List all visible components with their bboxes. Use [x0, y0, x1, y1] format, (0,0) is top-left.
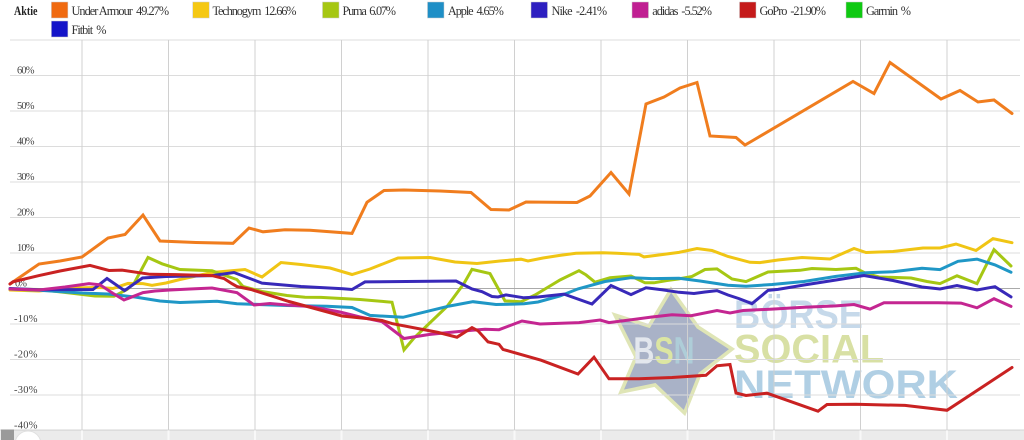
svg-text:adidas -5.52%: adidas -5.52%: [652, 4, 712, 18]
svg-text:0%: 0%: [15, 279, 27, 290]
svg-text:Aktie: Aktie: [14, 4, 38, 18]
svg-text:50%: 50%: [17, 101, 35, 112]
svg-text:NETWORK: NETWORK: [734, 363, 958, 407]
svg-text:10%: 10%: [17, 243, 35, 254]
svg-text:Garmin %: Garmin %: [866, 4, 911, 18]
svg-text:-30%: -30%: [14, 385, 38, 396]
svg-text:Technogym 12.66%: Technogym 12.66%: [213, 4, 297, 18]
svg-text:-20%: -20%: [14, 350, 38, 361]
svg-text:30%: 30%: [17, 172, 35, 183]
svg-text:Nike -2.41%: Nike -2.41%: [552, 4, 608, 18]
svg-text:40%: 40%: [17, 137, 35, 148]
svg-text:Under Armour 49.27%: Under Armour 49.27%: [72, 4, 170, 18]
svg-text:Puma 6.07%: Puma 6.07%: [343, 4, 397, 18]
svg-text:20%: 20%: [17, 208, 35, 219]
svg-text:60%: 60%: [17, 66, 35, 77]
svg-text:Fitbit %: Fitbit %: [72, 23, 107, 37]
svg-text:Apple 4.65%: Apple 4.65%: [448, 4, 504, 18]
svg-text:-40%: -40%: [14, 421, 38, 432]
svg-text:SOCIAL: SOCIAL: [734, 328, 884, 372]
svg-text:GoPro -21.90%: GoPro -21.90%: [760, 4, 827, 18]
svg-text:-10%: -10%: [14, 314, 38, 325]
svg-text:BSN: BSN: [634, 331, 695, 373]
